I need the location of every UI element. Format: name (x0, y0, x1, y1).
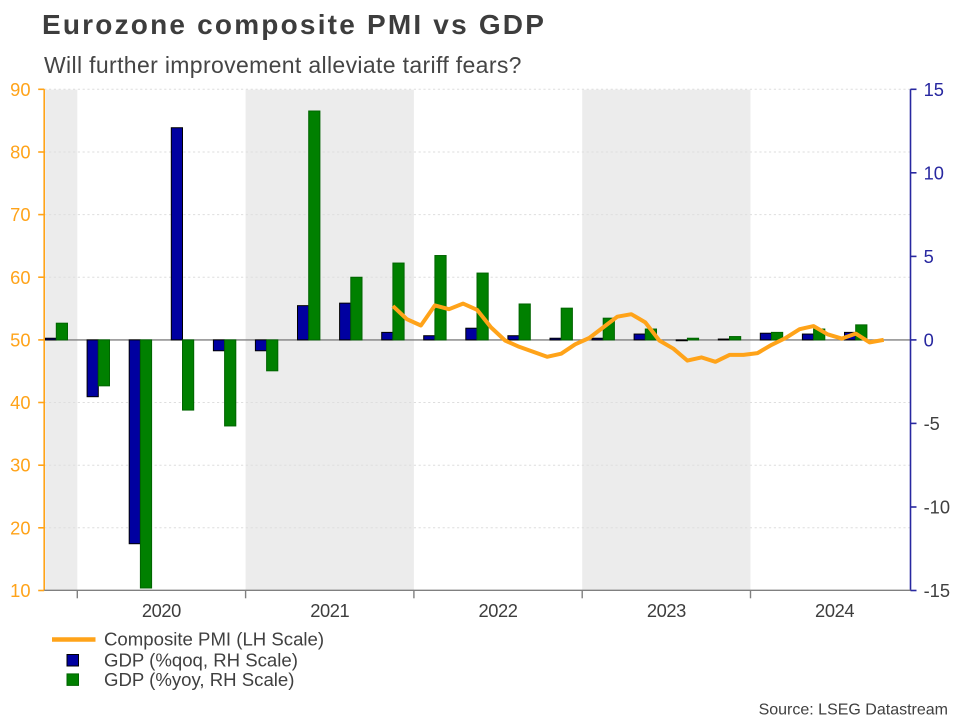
svg-text:2023: 2023 (647, 600, 686, 621)
svg-text:10: 10 (924, 162, 944, 183)
svg-text:20: 20 (10, 517, 30, 538)
svg-text:15: 15 (924, 79, 944, 100)
svg-text:40: 40 (10, 392, 30, 413)
svg-text:2024: 2024 (815, 600, 854, 621)
svg-text:2020: 2020 (142, 600, 181, 621)
svg-text:GDP (%qoq, RH Scale): GDP (%qoq, RH Scale) (104, 650, 298, 671)
svg-text:70: 70 (10, 204, 30, 225)
svg-text:90: 90 (10, 79, 30, 100)
svg-text:Composite PMI (LH Scale): Composite PMI (LH Scale) (104, 629, 324, 650)
svg-text:80: 80 (10, 142, 30, 163)
svg-text:-10: -10 (924, 497, 950, 518)
svg-text:2022: 2022 (478, 600, 517, 621)
svg-text:50: 50 (10, 329, 30, 350)
svg-text:30: 30 (10, 455, 30, 476)
svg-text:10: 10 (10, 580, 30, 601)
svg-text:GDP (%yoy, RH Scale): GDP (%yoy, RH Scale) (104, 669, 294, 690)
svg-text:0: 0 (924, 329, 934, 350)
svg-text:60: 60 (10, 267, 30, 288)
svg-text:-5: -5 (924, 413, 940, 434)
svg-text:2021: 2021 (310, 600, 349, 621)
svg-text:5: 5 (924, 246, 934, 267)
svg-text:-15: -15 (924, 580, 950, 601)
svg-text:Source: LSEG Datastream: Source: LSEG Datastream (759, 701, 948, 718)
